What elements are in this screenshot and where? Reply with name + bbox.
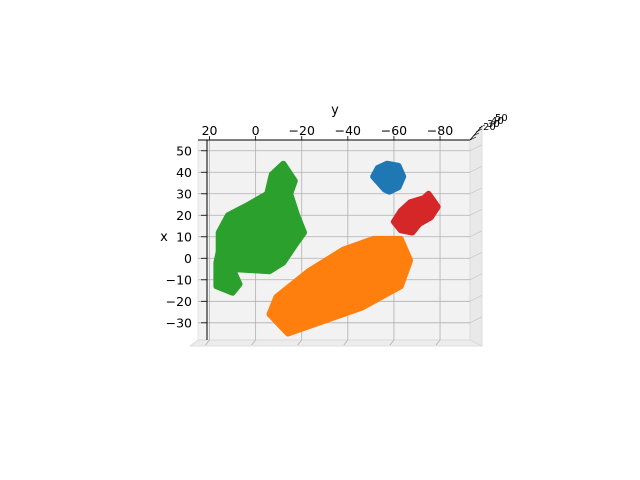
series-3-scatter-cloud bbox=[266, 235, 414, 337]
x-tick-label: −20 bbox=[166, 294, 192, 309]
x-gridline-side bbox=[469, 165, 483, 173]
x-gridline-side bbox=[469, 252, 483, 259]
z-tick-label: 20 bbox=[483, 122, 496, 133]
y-tick-label: 20 bbox=[202, 123, 218, 138]
x-gridline-side bbox=[469, 209, 483, 216]
x-tick-label: 10 bbox=[176, 229, 192, 244]
series-2-scatter-cloud bbox=[213, 160, 307, 296]
y-gridline-foot bbox=[297, 339, 303, 346]
y-tick-label: 0 bbox=[252, 123, 260, 138]
z-tick-label: 40 bbox=[491, 116, 504, 127]
series-1-scatter-cloud bbox=[390, 190, 441, 236]
x-gridline-side bbox=[469, 144, 483, 152]
chart-ticks: 20 0 −20 −40 −60 −8050403020100−10−20−3020304… bbox=[166, 113, 508, 330]
x-tick-label: 30 bbox=[176, 186, 192, 201]
y-gridline-foot bbox=[205, 339, 210, 346]
chart-bottom-pane bbox=[188, 339, 483, 347]
y-gridline-foot bbox=[343, 339, 349, 346]
x-gridline-side bbox=[469, 316, 483, 324]
x-gridline-side bbox=[469, 230, 483, 238]
x-gridline-side bbox=[469, 295, 483, 302]
y-gridline-foot bbox=[435, 339, 441, 346]
y-tick-label: −80 bbox=[427, 123, 453, 138]
y-gridline-foot bbox=[251, 339, 256, 346]
z-axis-line bbox=[469, 125, 483, 141]
x-tick-label: −30 bbox=[166, 315, 192, 330]
x-tick-label: 50 bbox=[176, 143, 192, 158]
x-gridline-side bbox=[469, 187, 483, 195]
x-axis-label: x bbox=[160, 230, 168, 245]
z-tick-label: 30 bbox=[487, 119, 500, 130]
y-tick-label: −40 bbox=[335, 123, 361, 138]
z-tick-mark bbox=[475, 128, 483, 133]
y-tick-label: −20 bbox=[289, 123, 315, 138]
z-tick-mark bbox=[469, 136, 477, 141]
x-gridline-side bbox=[469, 273, 483, 281]
z-tick-mark bbox=[472, 132, 480, 137]
x-tick-label: −10 bbox=[166, 272, 192, 287]
y-axis-label: y bbox=[331, 103, 339, 118]
z-tick-label: 50 bbox=[495, 113, 508, 124]
y-gridline-foot bbox=[389, 339, 395, 346]
x-tick-label: 20 bbox=[176, 208, 192, 223]
x-tick-label: 40 bbox=[176, 165, 192, 180]
chart-series-layer bbox=[213, 160, 441, 337]
series-0-scatter-cloud bbox=[370, 160, 407, 195]
x-tick-label: 0 bbox=[184, 251, 192, 266]
y-tick-label: −60 bbox=[381, 123, 407, 138]
z-tick-mark bbox=[478, 124, 486, 129]
